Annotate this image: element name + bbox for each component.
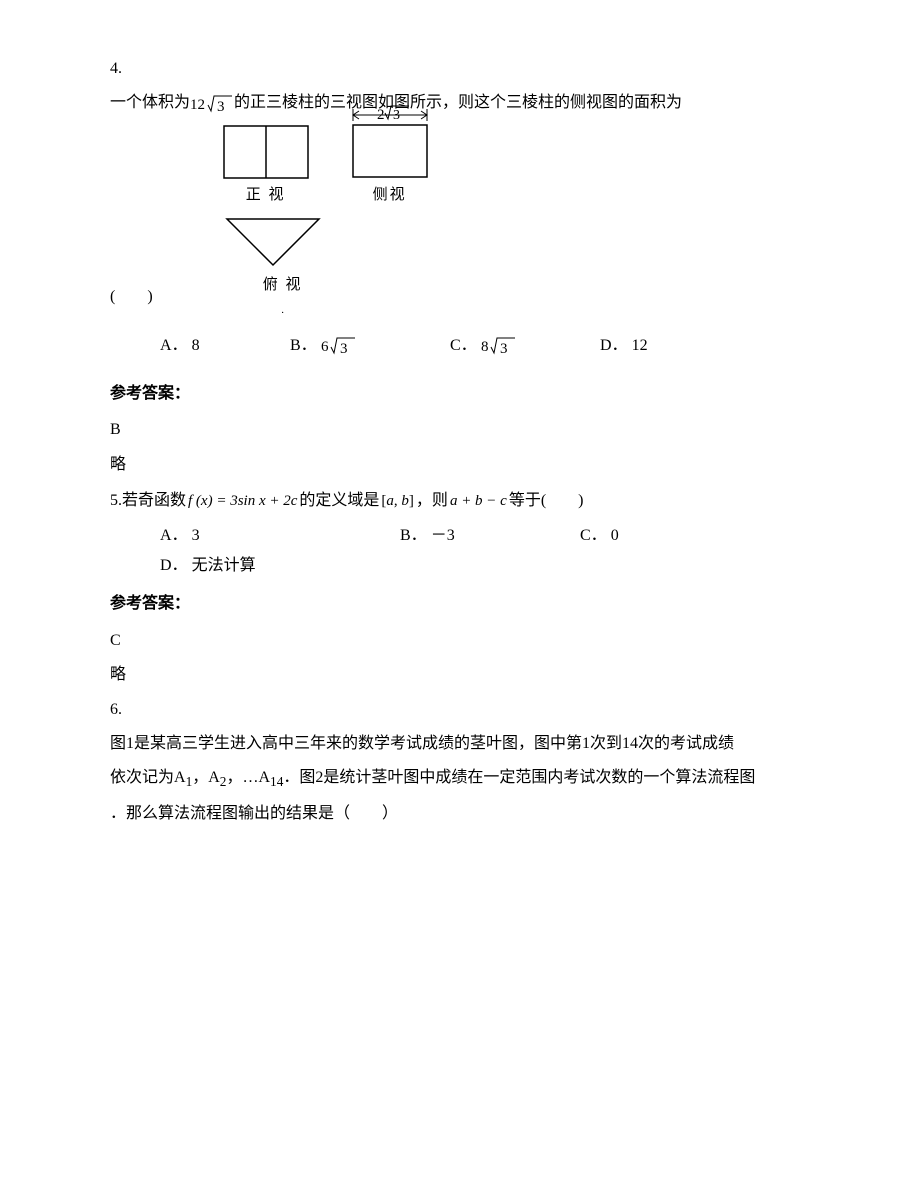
q5-domain-expr: [a, b]: [379, 487, 416, 516]
q4-stem-prefix: 一个体积为: [110, 88, 190, 118]
q5-option-c: C． 0: [580, 521, 700, 551]
q4-option-b: B． 6 3: [290, 331, 450, 361]
q5-answer-heading: 参考答案：: [110, 589, 810, 619]
svg-text:3: 3: [217, 99, 225, 115]
front-view-label: 正 视: [223, 181, 309, 210]
q4-option-c: C． 8 3: [450, 331, 600, 361]
q5-options-row1: A． 3 B． －3 C． 0: [110, 521, 810, 551]
front-view-block: 正 视: [223, 125, 309, 210]
q4-paren-and-figure: ( ) 正 视 2 3: [110, 125, 810, 321]
opt-label: D．: [600, 331, 628, 361]
q6-c2: ，…A: [226, 769, 270, 786]
opt-value: 8: [192, 331, 200, 361]
opt-label: A．: [160, 331, 188, 361]
q6-l2b: ．图2是统计茎叶图中成绩在一定范围内考试次数的一个算法流程图: [283, 769, 755, 786]
q5-stem-a: 若奇函数: [122, 486, 186, 516]
opt-label: A．: [160, 527, 188, 544]
q5-option-a: A． 3: [160, 521, 400, 551]
svg-text:2: 2: [377, 107, 385, 123]
svg-text:3: 3: [340, 341, 348, 357]
q4-stem-suffix: 的正三棱柱的三视图如图所示，则这个三棱柱的侧视图的面积为: [234, 88, 682, 118]
svg-text:3: 3: [500, 341, 508, 357]
q5-options-row2: D． 无法计算: [110, 551, 810, 581]
q6-line1: 图1是某高三学生进入高中三年来的数学考试成绩的茎叶图，图中第1次到14次的考试成…: [110, 729, 810, 759]
opt-label: C．: [580, 527, 607, 544]
q4-paren: ( ): [110, 282, 153, 320]
q5-stem-c: ，则: [416, 486, 448, 516]
q5-explain: 略: [110, 660, 810, 690]
q6-number: 6.: [110, 695, 810, 725]
svg-text:6: 6: [321, 339, 329, 355]
q4-options: A． 8 B． 6 3 C． 8 3 D． 12: [110, 331, 810, 361]
q5-stem: 5. 若奇函数 f (x) = 3sin x + 2c 的定义域是 [a, b]…: [110, 486, 810, 516]
q4-stem: 一个体积为 12 3 的正三棱柱的三视图如图所示，则这个三棱柱的侧视图的面积为: [110, 88, 810, 118]
front-view-svg: [223, 125, 309, 179]
q5-stem-b: 的定义域是: [299, 486, 379, 516]
q4-option-a: A． 8: [160, 331, 290, 361]
opt-value: 无法计算: [192, 557, 256, 574]
svg-text:12: 12: [190, 97, 205, 113]
opt-value-svg: 6 3: [321, 335, 357, 357]
q5-option-d: D． 无法计算: [160, 557, 256, 574]
q6-line3: ．那么算法流程图输出的结果是（ ）: [110, 799, 810, 829]
q5-number: 5.: [110, 486, 122, 516]
side-view-label: 侧视: [349, 181, 431, 210]
q4-explain: 略: [110, 450, 810, 480]
q5-stem-d: 等于( ): [509, 486, 584, 516]
q4-answer-heading: 参考答案：: [110, 379, 810, 409]
top-view-label: 俯 视: [223, 271, 343, 300]
opt-value-svg: 8 3: [481, 335, 517, 357]
opt-value: －3: [431, 527, 455, 544]
opt-value: 12: [632, 331, 648, 361]
svg-text:3: 3: [393, 108, 400, 123]
three-views-figure: 正 视 2 3 侧视: [223, 125, 431, 321]
q4-answer: B: [110, 415, 810, 445]
opt-label: C．: [450, 331, 477, 361]
q5-expr2: a + b − c: [448, 487, 509, 516]
q6-l2a: 依次记为A: [110, 769, 186, 786]
q4-option-d: D． 12: [600, 331, 720, 361]
opt-label: D．: [160, 557, 188, 574]
q5-fn-expr: f (x) = 3sin x + 2c: [186, 487, 299, 516]
svg-text:8: 8: [481, 339, 489, 355]
opt-label: B．: [400, 527, 427, 544]
q6-c1: ，A: [192, 769, 220, 786]
side-view-block: 2 3 侧视: [349, 125, 431, 210]
sub: 14: [270, 775, 283, 790]
opt-value: 0: [611, 527, 619, 544]
q6-line2: 依次记为A1，A2，…A14．图2是统计茎叶图中成绩在一定范围内考试次数的一个算…: [110, 763, 810, 795]
opt-label: B．: [290, 331, 317, 361]
top-view-svg: [223, 215, 323, 269]
opt-value: 3: [192, 527, 200, 544]
q4-number: 4.: [110, 54, 810, 84]
top-view-block: 俯 视 .: [223, 215, 343, 320]
q5-option-b: B． －3: [400, 521, 580, 551]
side-view-svg: 2 3: [349, 105, 431, 179]
q4-volume-expr: 12 3: [190, 93, 234, 115]
q5-answer: C: [110, 626, 810, 656]
